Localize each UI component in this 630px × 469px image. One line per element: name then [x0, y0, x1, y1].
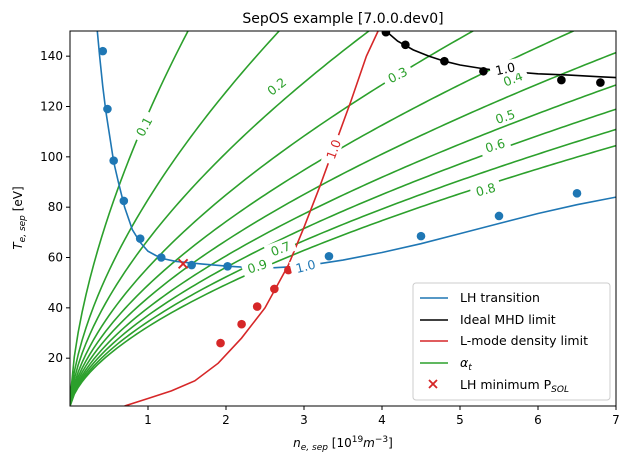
y-axis-label-main: T [11, 241, 25, 250]
lh-transition-point [135, 234, 145, 243]
ideal-mhd-limit-point [479, 66, 488, 76]
legend-label-mhd: Ideal MHD limit [460, 312, 556, 327]
l-mode-density-limit-point [252, 302, 262, 311]
alpha-t-contour-0.2 [70, 31, 281, 400]
lh-transition-point [98, 46, 108, 56]
alpha-t-contour-0.5 [70, 31, 576, 404]
alpha-t-contour-0.9 [70, 128, 616, 406]
x-tick-label: 2 [222, 413, 230, 427]
svg-text:0.6: 0.6 [483, 135, 506, 155]
x-tick-label: 4 [378, 413, 386, 427]
lh-transition-point [416, 231, 426, 241]
legend: LH transition Ideal MHD limit L-mode den… [412, 282, 611, 401]
lh-transition-point [109, 156, 118, 165]
x-axis-label-unit-pre: [10 [328, 436, 352, 450]
y-tick-label: 140 [40, 49, 63, 63]
y-axis: 20 40 60 80 100 120 140 [40, 49, 70, 365]
x-tick-label: 3 [300, 413, 308, 427]
lh-transition-point [324, 251, 334, 261]
legend-swatch-lh-min [428, 379, 438, 389]
lh-transition-point [494, 211, 504, 221]
plot-frame [69, 30, 617, 407]
y-tick-label: 80 [48, 200, 63, 214]
contour-label: 0.8 [469, 177, 503, 201]
ideal-mhd-limit-point [401, 40, 410, 50]
alpha-t-contour-0.1 [70, 31, 189, 397]
alpha-t-contour-0.3 [70, 31, 371, 402]
contour-label: 0.5 [488, 104, 522, 128]
lh-transition-point [103, 104, 112, 114]
contour-label: 1.0 [289, 254, 322, 277]
svg-text:0.9: 0.9 [245, 256, 269, 276]
x-tick-label: 5 [456, 413, 464, 427]
lh-transition-point [156, 253, 166, 262]
svg-text:1.0: 1.0 [323, 137, 344, 161]
x-axis-label-main: n [293, 436, 301, 450]
lh-minimum-marker [177, 258, 189, 269]
x-axis-label-unit-m: m [363, 436, 375, 450]
x-tick-label: 1 [144, 413, 152, 427]
x-tick-label: 7 [612, 413, 620, 427]
lh-transition-point [223, 262, 232, 271]
lh-transition-point [572, 189, 582, 198]
alpha-t-contour-0.6 [70, 51, 616, 405]
contour-label: 0.6 [478, 133, 512, 157]
legend-label-lh: LH transition [460, 290, 540, 305]
legend-label-lh-min-main: LH minimum P [460, 377, 552, 392]
y-tick-label: 100 [40, 150, 63, 164]
x-axis-label-unit-sup2: −3 [375, 435, 388, 445]
x-axis-label: ne, sep [1019m−3] [293, 435, 393, 453]
alpha-t-contour-0.7 [70, 84, 616, 405]
l-mode-density-limit-point [216, 338, 225, 348]
legend-frame [412, 282, 611, 401]
alpha-t-contour-0.8 [70, 108, 616, 405]
legend-label-lh-min: LH minimum PSOL [460, 377, 569, 395]
legend-label-ldl: L-mode density limit [460, 333, 588, 348]
x-tick-label: 6 [534, 413, 542, 427]
contour-label: 1.0 [488, 57, 522, 79]
lh-transition-point [119, 196, 129, 206]
contour-label: 0.9 [240, 254, 274, 278]
legend-label-alpha-main: α [460, 355, 469, 370]
l-mode-density-limit-point [284, 265, 293, 275]
x-axis-label-unit-sup1: 19 [352, 435, 364, 445]
plot-layer [70, 31, 616, 406]
contour-label: 1.0 [320, 132, 346, 166]
svg-text:0.8: 0.8 [474, 180, 497, 200]
y-tick-label: 120 [40, 100, 63, 114]
legend-label-alpha-sub: t [468, 363, 472, 373]
svg-text:0.7: 0.7 [269, 238, 293, 259]
ideal-mhd-limit-point [557, 75, 566, 85]
legend-label-alpha: αt [460, 355, 472, 373]
y-axis-label-unit: [eV] [11, 186, 25, 215]
chart-title: SepOS example [7.0.0.dev0] [242, 11, 443, 27]
alpha-t-contour-1.0 [70, 144, 616, 406]
svg-text:1.0: 1.0 [494, 59, 517, 78]
x-axis-label-sub: e, sep [301, 443, 328, 453]
x-axis-label-unit-post: ] [388, 436, 393, 450]
legend-label-lh-min-sub: SOL [551, 385, 569, 395]
y-axis-label-sub: e, sep [18, 215, 28, 242]
l-mode-density-limit-point [270, 284, 279, 294]
contour-label: 0.7 [263, 236, 298, 261]
y-axis-label: Te, sep [eV] [11, 186, 28, 249]
y-tick-label: 20 [48, 351, 63, 365]
ideal-mhd-limit-point [440, 56, 449, 66]
lh-transition-point [187, 260, 196, 270]
svg-text:1.0: 1.0 [294, 257, 317, 276]
svg-text:0.5: 0.5 [493, 106, 517, 126]
x-axis: 1 2 3 4 5 6 7 [144, 406, 620, 427]
ideal-mhd-limit-line [385, 31, 616, 79]
y-tick-label: 60 [48, 251, 63, 265]
ideal-mhd-limit-point [381, 31, 391, 37]
ideal-mhd-limit-point [596, 78, 605, 87]
y-tick-label: 40 [48, 301, 63, 315]
l-mode-density-limit-point [237, 319, 246, 329]
